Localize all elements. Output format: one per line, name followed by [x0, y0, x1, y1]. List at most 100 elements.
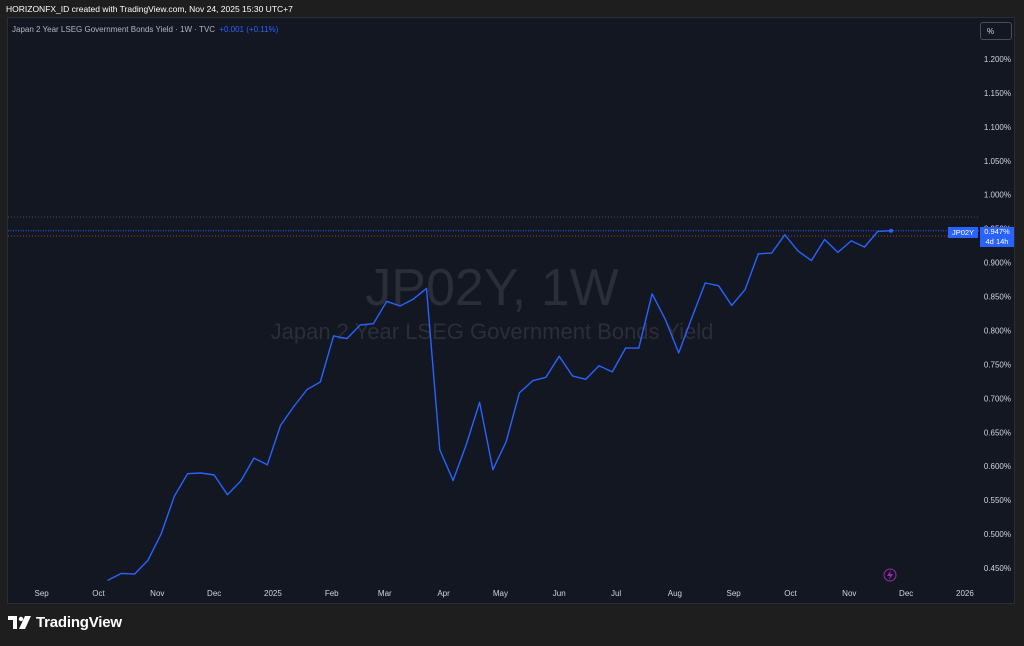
series-line — [107, 230, 892, 581]
data-point — [850, 240, 852, 242]
x-tick-label: 2025 — [264, 589, 282, 598]
tradingview-logo-icon — [8, 615, 31, 629]
data-point — [571, 375, 574, 377]
data-point — [624, 347, 627, 349]
data-point — [253, 457, 255, 459]
data-point — [386, 300, 388, 302]
data-point — [651, 293, 653, 295]
y-tick-label: 1.150% — [984, 89, 1011, 98]
data-point — [691, 316, 693, 319]
x-axis: Sep Oct Nov Dec 2025 Feb Mar Apr May Jun Jul Aug Sep… — [35, 589, 975, 598]
chart-legend: Japan 2 Year LSEG Government Bonds Yield… — [12, 25, 278, 34]
symbol-price-badge: JP02Y — [948, 227, 978, 238]
data-point — [306, 388, 308, 391]
watermark-symbol: JP02Y, 1W — [365, 259, 618, 317]
data-point — [770, 252, 773, 254]
data-point — [492, 468, 494, 471]
tradingview-branding[interactable]: TradingView — [8, 614, 122, 631]
data-point — [545, 376, 547, 378]
y-tick-label: 0.850% — [984, 293, 1011, 302]
y-tick-label: 0.700% — [984, 394, 1011, 403]
data-point — [797, 250, 799, 252]
x-tick-label: May — [493, 589, 508, 598]
data-point — [425, 287, 428, 289]
data-point — [439, 449, 441, 451]
y-tick-label: 1.200% — [984, 55, 1011, 64]
data-point — [505, 441, 507, 443]
data-point — [585, 378, 587, 380]
x-tick-label: Dec — [207, 589, 221, 598]
data-point — [558, 355, 560, 357]
data-point — [359, 324, 361, 326]
data-point — [837, 251, 839, 254]
percent-scale-button[interactable]: % — [980, 22, 1012, 40]
data-point — [333, 335, 335, 337]
y-tick-label: 1.000% — [984, 191, 1011, 200]
x-tick-label: Oct — [784, 589, 797, 598]
data-point — [187, 473, 189, 475]
watermark-name: Japan 2 Year LSEG Government Bonds Yield — [271, 319, 714, 344]
last-price-label: 0.947% 4d 14h — [980, 227, 1014, 247]
data-point — [266, 464, 268, 466]
x-tick-label: 2026 — [956, 589, 974, 598]
data-point — [160, 533, 162, 535]
bar-countdown: 4d 14h — [985, 237, 1009, 246]
y-tick-label: 0.900% — [984, 259, 1011, 268]
y-tick-label: 1.100% — [984, 123, 1011, 132]
data-point — [731, 304, 733, 306]
data-point — [824, 238, 826, 241]
data-point — [213, 474, 215, 476]
x-tick-label: Nov — [842, 589, 856, 598]
data-point — [293, 405, 295, 408]
tradingview-brand-text: TradingView — [36, 614, 122, 631]
x-tick-label: Aug — [668, 589, 682, 598]
data-point — [810, 259, 812, 262]
data-point — [784, 234, 786, 236]
legend-change: +0.001 (+0.11%) — [219, 25, 279, 34]
data-point — [704, 282, 706, 284]
y-tick-label: 1.050% — [984, 157, 1011, 166]
lightning-icon[interactable] — [883, 568, 897, 582]
data-point — [863, 246, 866, 248]
x-tick-label: Jun — [553, 589, 566, 598]
y-tick-label: 0.600% — [984, 462, 1011, 471]
data-point — [412, 298, 414, 300]
y-tick-label: 0.650% — [984, 428, 1011, 437]
x-tick-label: Apr — [437, 589, 450, 598]
chart-pane[interactable] — [7, 17, 1015, 604]
data-point — [107, 579, 109, 581]
data-point — [877, 230, 879, 232]
data-point — [664, 319, 666, 321]
attribution-header: HORIZONFX_ID created with TradingView.co… — [6, 4, 293, 14]
data-point — [346, 338, 348, 340]
x-tick-label: Jul — [611, 589, 621, 598]
data-point — [372, 323, 375, 325]
last-price-value: 0.947% — [984, 227, 1010, 236]
x-tick-label: Sep — [35, 589, 50, 598]
legend-title: Japan 2 Year LSEG Government Bonds Yield… — [12, 25, 216, 34]
data-point — [452, 479, 454, 482]
data-point — [120, 572, 122, 575]
y-tick-label: 0.550% — [984, 496, 1011, 505]
y-axis: 1.200%1.150%1.100%1.050%1.000%0.950%0.90… — [984, 55, 1011, 573]
y-tick-label: 0.500% — [984, 530, 1011, 539]
last-price-dot — [889, 228, 893, 233]
data-point — [478, 401, 481, 404]
data-point — [147, 559, 149, 562]
data-point — [319, 381, 321, 383]
data-point — [757, 253, 759, 255]
data-point — [598, 365, 600, 367]
data-point — [133, 573, 136, 575]
x-tick-label: Mar — [378, 589, 392, 598]
data-points — [107, 230, 892, 581]
y-tick-label: 0.450% — [984, 564, 1011, 573]
x-tick-label: Oct — [92, 589, 105, 598]
data-point — [173, 495, 175, 497]
data-point — [200, 472, 202, 474]
data-point — [532, 380, 534, 382]
data-point — [226, 494, 229, 496]
data-point — [279, 424, 282, 427]
data-point — [518, 392, 521, 394]
data-point — [744, 289, 746, 291]
